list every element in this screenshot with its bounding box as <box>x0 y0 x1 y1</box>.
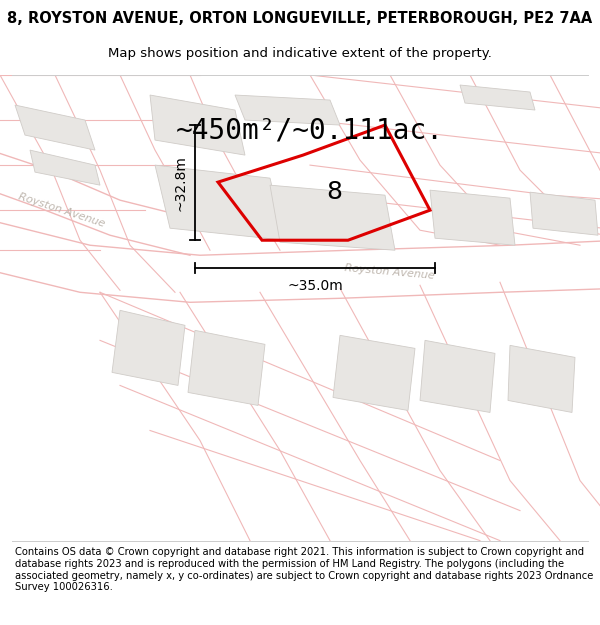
Polygon shape <box>508 346 575 413</box>
Text: Royston Avenue: Royston Avenue <box>17 191 107 229</box>
Polygon shape <box>530 192 598 235</box>
Polygon shape <box>188 331 265 406</box>
Text: Contains OS data © Crown copyright and database right 2021. This information is : Contains OS data © Crown copyright and d… <box>15 548 593 592</box>
Polygon shape <box>430 190 515 245</box>
Text: ~450m²/~0.111ac.: ~450m²/~0.111ac. <box>176 116 444 144</box>
Polygon shape <box>235 95 340 125</box>
Polygon shape <box>333 336 415 411</box>
Polygon shape <box>112 311 185 386</box>
Text: Map shows position and indicative extent of the property.: Map shows position and indicative extent… <box>108 48 492 61</box>
Polygon shape <box>155 165 285 240</box>
Text: Royston Avenue: Royston Avenue <box>344 263 436 281</box>
Polygon shape <box>420 341 495 412</box>
Polygon shape <box>30 150 100 185</box>
Polygon shape <box>15 105 95 150</box>
Text: 8, ROYSTON AVENUE, ORTON LONGUEVILLE, PETERBOROUGH, PE2 7AA: 8, ROYSTON AVENUE, ORTON LONGUEVILLE, PE… <box>7 11 593 26</box>
Text: 8: 8 <box>326 180 343 204</box>
Polygon shape <box>150 95 245 155</box>
Polygon shape <box>270 185 395 250</box>
Text: ~32.8m: ~32.8m <box>173 155 187 211</box>
Text: ~35.0m: ~35.0m <box>287 279 343 293</box>
Polygon shape <box>460 85 535 110</box>
